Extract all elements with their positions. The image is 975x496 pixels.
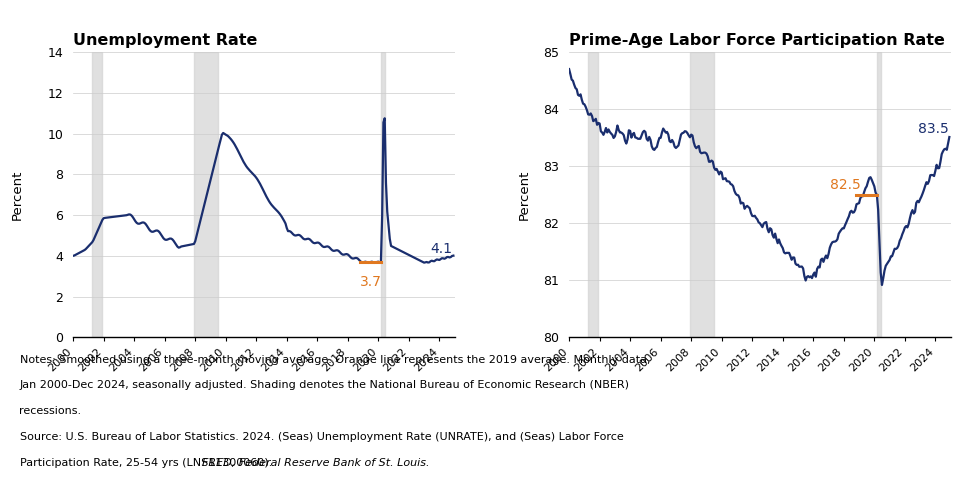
Text: 4.1: 4.1 — [430, 242, 452, 255]
Text: Unemployment Rate: Unemployment Rate — [73, 33, 257, 48]
Text: Participation Rate, 25-54 yrs (LNS11300060).: Participation Rate, 25-54 yrs (LNS113000… — [20, 458, 275, 468]
Text: 82.5: 82.5 — [830, 178, 861, 192]
Text: Prime-Age Labor Force Participation Rate: Prime-Age Labor Force Participation Rate — [569, 33, 945, 48]
Bar — [690, 52, 714, 337]
Text: recessions.: recessions. — [20, 406, 82, 416]
Y-axis label: Percent: Percent — [11, 170, 23, 220]
Text: Notes: Smoothed using a three-month moving average. Orange line represents the 2: Notes: Smoothed using a three-month movi… — [20, 355, 650, 365]
Text: Source: U.S. Bureau of Labor Statistics. 2024. (Seas) Unemployment Rate (UNRATE): Source: U.S. Bureau of Labor Statistics.… — [20, 432, 623, 442]
Text: FRED, Federal Reserve Bank of St. Louis.: FRED, Federal Reserve Bank of St. Louis. — [202, 458, 429, 468]
Text: Jan 2000-Dec 2024, seasonally adjusted. Shading denotes the National Bureau of E: Jan 2000-Dec 2024, seasonally adjusted. … — [20, 380, 630, 390]
Bar — [194, 52, 218, 337]
Text: 83.5: 83.5 — [917, 122, 949, 136]
Y-axis label: Percent: Percent — [518, 170, 531, 220]
Text: 3.7: 3.7 — [360, 275, 381, 289]
Bar — [877, 52, 880, 337]
Bar — [588, 52, 599, 337]
Bar — [381, 52, 385, 337]
Bar — [93, 52, 102, 337]
